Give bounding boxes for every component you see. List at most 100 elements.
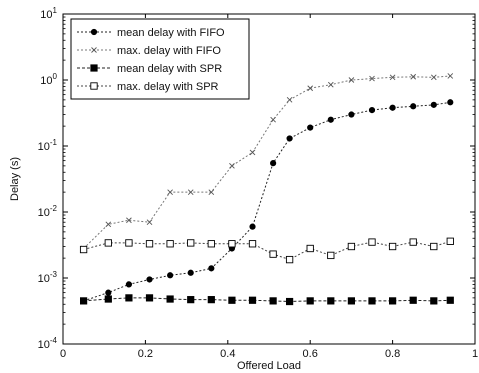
data-point <box>446 296 454 304</box>
data-point <box>447 99 454 106</box>
data-point <box>104 295 112 303</box>
data-point <box>285 255 294 264</box>
data-point <box>430 74 437 81</box>
x-marker-stroke <box>126 217 132 224</box>
data-point <box>389 104 396 111</box>
data-point <box>368 238 376 246</box>
legend-marker <box>91 47 97 53</box>
data-point <box>409 296 417 304</box>
data-point <box>388 242 397 251</box>
series-3 <box>80 294 454 306</box>
x-tick-label: 0.2 <box>138 348 153 360</box>
data-point <box>327 297 335 305</box>
data-point <box>208 265 215 272</box>
x-marker-stroke <box>348 77 355 83</box>
data-point <box>306 244 314 253</box>
data-point <box>125 281 133 288</box>
legend-label: max. delay with FIFO <box>117 45 221 57</box>
data-point <box>166 240 174 248</box>
plot-frame <box>62 13 476 345</box>
data-point <box>125 294 133 302</box>
x-tick-label: 0.8 <box>385 348 400 360</box>
data-point <box>207 240 215 248</box>
data-point <box>327 81 334 88</box>
data-point <box>447 73 454 79</box>
x-axis-title: Offered Load <box>237 360 301 372</box>
data-point <box>327 251 335 260</box>
series-4 <box>79 237 454 264</box>
data-point <box>389 74 396 81</box>
x-marker-stroke <box>249 149 256 156</box>
legend: mean delay with FIFO max. delay with FIFO… <box>70 18 250 100</box>
y-tick-label: 10-2 <box>38 204 58 219</box>
data-point <box>410 103 417 110</box>
data-point <box>410 73 417 80</box>
x-marker-stroke <box>410 73 417 80</box>
data-point <box>166 295 174 303</box>
x-marker-stroke <box>208 189 215 195</box>
x-tick-label: 1 <box>472 348 478 360</box>
data-point <box>79 245 88 254</box>
legend-marker <box>90 82 98 90</box>
x-marker-stroke <box>430 74 437 81</box>
data-point <box>229 163 235 169</box>
series-2 <box>80 73 454 252</box>
data-point <box>348 111 355 118</box>
x-marker-stroke <box>105 221 112 228</box>
legend-label: mean delay with FIFO <box>117 27 225 39</box>
x-marker-stroke <box>146 219 153 226</box>
data-point <box>187 296 195 304</box>
legend-label: max. delay with SPR <box>117 81 219 93</box>
x-marker-stroke <box>369 75 375 82</box>
legend-box <box>70 18 250 100</box>
data-point <box>430 101 437 108</box>
data-point <box>388 297 397 305</box>
data-point <box>348 77 355 83</box>
x-marker-stroke <box>167 189 173 195</box>
x-tick-label: 0.4 <box>220 348 235 360</box>
data-point <box>167 272 174 279</box>
legend-entry: max. delay with SPR <box>77 81 219 93</box>
data-point <box>270 160 277 167</box>
data-point <box>248 240 257 248</box>
data-point <box>249 223 256 230</box>
data-point <box>446 237 454 245</box>
data-point <box>327 116 334 123</box>
y-tick-label: 10-4 <box>38 336 58 351</box>
x-marker-stroke <box>307 85 314 92</box>
data-point <box>369 75 375 82</box>
legend-entry: mean delay with SPR <box>77 63 222 75</box>
data-point <box>306 297 314 305</box>
data-point <box>105 221 112 228</box>
data-point <box>146 219 153 226</box>
data-point <box>187 269 194 276</box>
data-point <box>286 135 293 142</box>
data-point <box>208 189 215 195</box>
data-point <box>228 296 236 304</box>
y-axis-title: Delay (s) <box>9 157 21 201</box>
data-point <box>307 124 314 131</box>
legend-entry: mean delay with FIFO <box>77 27 225 39</box>
data-point <box>270 116 276 123</box>
data-point <box>125 239 133 247</box>
data-point <box>409 238 417 246</box>
data-point <box>249 149 256 156</box>
plot-layer <box>79 73 454 306</box>
y-tick-label: 101 <box>40 6 57 21</box>
x-marker-stroke <box>91 47 97 53</box>
data-point <box>248 296 257 304</box>
data-point <box>167 189 173 195</box>
legend-entry: max. delay with FIFO <box>77 45 221 57</box>
data-point <box>347 242 356 251</box>
data-point <box>228 240 236 248</box>
data-point <box>105 289 112 296</box>
data-point <box>269 297 277 305</box>
x-marker-stroke <box>389 74 396 81</box>
data-point <box>207 296 215 304</box>
data-point <box>430 297 438 305</box>
x-marker-stroke <box>187 189 194 195</box>
data-point <box>187 189 194 195</box>
x-marker-stroke <box>270 116 276 123</box>
data-point <box>187 239 195 247</box>
